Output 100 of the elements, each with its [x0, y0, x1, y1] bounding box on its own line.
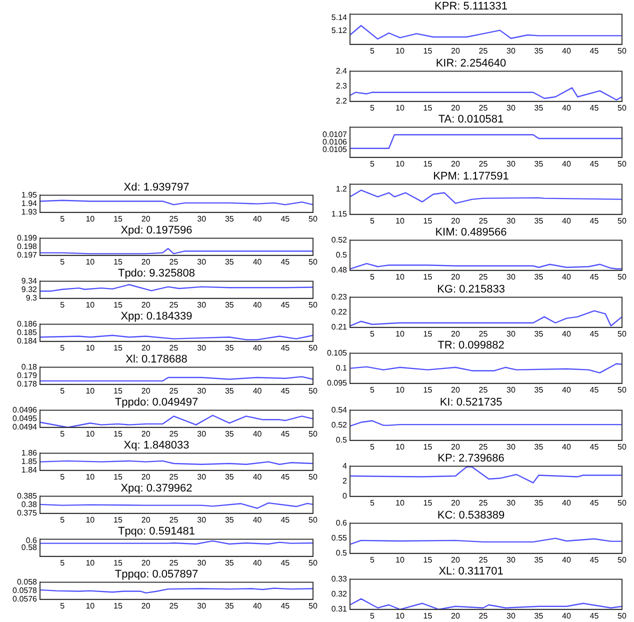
x-tick-label: 15 — [114, 257, 123, 266]
x-tick-label: 20 — [451, 159, 460, 168]
x-tick-label: 25 — [169, 214, 179, 224]
x-tick-label: 30 — [506, 385, 516, 394]
y-tick-label: 0.095 — [326, 378, 348, 388]
x-tick-label: 50 — [308, 214, 318, 224]
y-tick-label: 1.2 — [336, 184, 348, 194]
x-tick-label: 15 — [423, 611, 433, 620]
x-tick-label: 20 — [451, 272, 460, 282]
y-tick-label: 0.48 — [331, 266, 348, 275]
x-tick-label: 5 — [60, 343, 66, 352]
x-tick-label: 35 — [224, 386, 234, 396]
x-tick-label: 35 — [534, 272, 544, 282]
x-tick-label: 30 — [506, 329, 516, 338]
x-tick-label: 35 — [224, 558, 234, 568]
x-tick-label: 40 — [562, 216, 572, 226]
x-tick-label: 35 — [224, 300, 234, 310]
x-tick-label: 25 — [478, 159, 488, 168]
x-tick-label: 5 — [60, 386, 66, 396]
x-tick-label: 25 — [169, 472, 179, 482]
x-tick-label: 35 — [224, 214, 234, 224]
x-tick-label: 45 — [280, 300, 290, 310]
y-tick-label: 0.23 — [331, 292, 348, 302]
x-tick-label: 45 — [590, 216, 600, 226]
x-tick-label: 40 — [562, 272, 572, 282]
y-tick-label: 0.38 — [21, 500, 38, 510]
y-tick-label: 9.3 — [26, 294, 38, 303]
x-tick-label: 45 — [280, 257, 290, 266]
chart-title: TR: 0.099882 — [438, 340, 504, 352]
x-tick-label: 35 — [224, 515, 234, 524]
x-tick-label: 25 — [478, 498, 488, 508]
x-tick-label: 10 — [86, 257, 96, 266]
x-tick-label: 30 — [197, 386, 207, 396]
x-tick-label: 50 — [618, 385, 627, 394]
x-tick-label: 25 — [478, 216, 488, 226]
chart-title: Xd: 1.939797 — [124, 182, 190, 194]
y-tick-label: 1.85 — [21, 457, 38, 466]
x-tick-label: 40 — [562, 103, 572, 112]
y-tick-label: 1.15 — [331, 210, 348, 219]
x-tick-label: 40 — [252, 300, 262, 310]
y-tick-label: 0.21 — [331, 322, 348, 332]
x-tick-label: 5 — [370, 611, 375, 620]
y-tick-label: 1.84 — [21, 466, 38, 475]
x-tick-label: 30 — [506, 611, 516, 620]
y-tick-label: 1.95 — [21, 190, 38, 200]
x-tick-label: 10 — [396, 103, 405, 112]
x-tick-label: 45 — [590, 555, 600, 564]
x-tick-label: 5 — [370, 498, 375, 508]
x-tick-label: 45 — [280, 343, 290, 352]
x-tick-label: 25 — [169, 515, 179, 524]
y-tick-label: 0.0495 — [12, 414, 38, 424]
x-tick-label: 50 — [308, 429, 318, 438]
y-tick-label: 0.186 — [16, 319, 38, 328]
chart-title: KI: 0.521735 — [440, 396, 502, 409]
x-tick-label: 20 — [141, 343, 151, 352]
x-tick-label: 5 — [370, 272, 375, 282]
x-tick-label: 20 — [451, 329, 460, 338]
x-tick-label: 25 — [478, 103, 488, 112]
x-tick-label: 30 — [506, 555, 516, 564]
x-tick-label: 45 — [280, 558, 290, 568]
x-tick-label: 5 — [370, 385, 375, 394]
x-tick-label: 15 — [423, 498, 433, 508]
y-tick-label: 2.4 — [336, 66, 348, 76]
chart-title: KIM: 0.489566 — [435, 226, 507, 239]
y-tick-label: 0.0106 — [322, 138, 348, 147]
x-tick-label: 30 — [197, 214, 207, 224]
x-tick-label: 15 — [114, 214, 123, 224]
x-tick-label: 10 — [86, 515, 96, 524]
x-tick-label: 20 — [141, 601, 151, 610]
x-tick-label: 25 — [169, 386, 179, 396]
x-tick-label: 40 — [252, 558, 262, 568]
chart-title: Xpp: 0.184339 — [120, 310, 192, 323]
x-tick-label: 25 — [478, 442, 488, 452]
chart-title: XL: 0.311701 — [438, 566, 504, 578]
x-tick-label: 20 — [141, 558, 151, 568]
y-tick-label: 0.6 — [336, 518, 348, 528]
x-tick-label: 5 — [60, 257, 66, 266]
y-tick-label: 0.199 — [16, 233, 38, 242]
x-tick-label: 15 — [114, 472, 123, 482]
chart-title: Tppqo: 0.057897 — [114, 568, 198, 581]
x-tick-label: 35 — [534, 611, 544, 620]
x-tick-label: 30 — [506, 498, 516, 508]
chart-title: KG: 0.215833 — [437, 284, 505, 296]
chart-title: Xpd: 0.197596 — [120, 224, 192, 237]
y-tick-label: 1.94 — [21, 199, 38, 208]
x-tick-label: 25 — [169, 257, 179, 266]
y-tick-label: 0.1 — [336, 364, 348, 373]
y-tick-label: 0.52 — [331, 235, 348, 244]
x-tick-label: 5 — [370, 46, 375, 56]
x-tick-label: 40 — [562, 329, 572, 338]
x-tick-label: 50 — [618, 555, 627, 564]
x-tick-label: 40 — [252, 386, 262, 396]
x-tick-label: 20 — [451, 385, 460, 394]
x-tick-label: 10 — [396, 498, 405, 508]
y-tick-label: 2.2 — [336, 96, 348, 106]
x-tick-label: 10 — [86, 214, 96, 224]
x-tick-label: 40 — [562, 46, 572, 56]
y-tick-label: 0 — [342, 492, 348, 501]
x-tick-label: 35 — [534, 46, 544, 56]
x-tick-label: 45 — [590, 272, 600, 282]
